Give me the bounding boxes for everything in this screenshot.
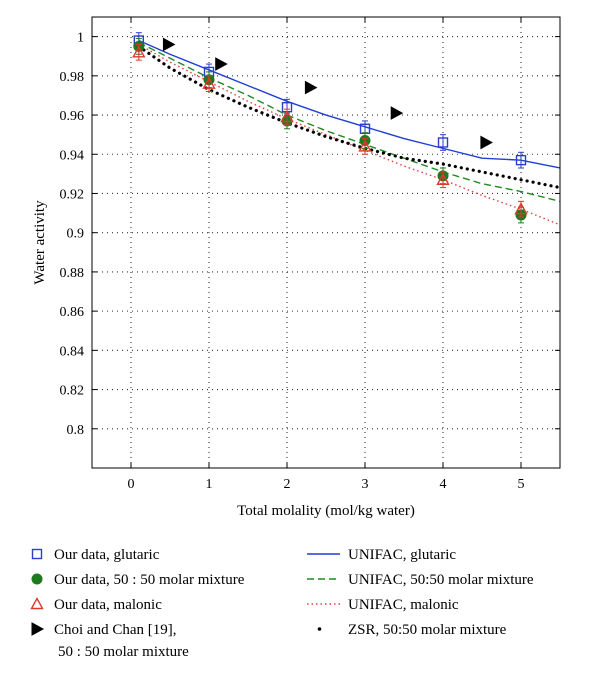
- series-line-3: [138, 43, 561, 226]
- x-tick-label: 5: [518, 477, 525, 492]
- y-tick-label: 0.8: [67, 423, 85, 438]
- legend-label: UNIFAC, glutaric: [348, 547, 456, 563]
- x-tick-label: 0: [128, 477, 135, 492]
- y-tick-label: 0.86: [60, 305, 85, 320]
- legend-marker: [31, 573, 43, 585]
- legend-swatch: [317, 627, 322, 631]
- data-point: [514, 202, 528, 215]
- data-point: [202, 76, 216, 89]
- series-line-1: [138, 39, 561, 169]
- y-tick-label: 0.88: [60, 266, 85, 281]
- data-point: [215, 57, 228, 71]
- legend-label: Our data, malonic: [54, 597, 162, 613]
- y-tick-label: 0.94: [60, 148, 85, 163]
- y-tick-label: 0.92: [60, 187, 85, 202]
- legend: Our data, glutaric Our data, 50 : 50 mola…: [30, 547, 534, 660]
- legend-label: Our data, glutaric: [54, 547, 160, 563]
- x-tick-label: 2: [284, 477, 291, 492]
- data-point: [304, 80, 318, 95]
- series-points-3: [132, 43, 528, 218]
- y-axis-label: Water activity: [32, 200, 48, 285]
- data-point: [132, 45, 146, 58]
- data-point: [162, 37, 176, 52]
- data-point: [515, 154, 527, 166]
- legend-marker: [31, 622, 45, 636]
- series-points-1: [133, 32, 527, 169]
- axis-ticks: 0 1 2 3 4 5 0.8 0.82 0.84 0.86 0.88 0.9 0.92 0.94 0.96…: [60, 17, 560, 492]
- data-point: [390, 106, 404, 120]
- data-point: [480, 135, 493, 150]
- series-points-2: [133, 38, 527, 224]
- x-tick-label: 4: [440, 477, 447, 492]
- data-point: [436, 172, 450, 185]
- y-tick-label: 0.9: [67, 227, 85, 242]
- y-tick-label: 0.98: [60, 70, 85, 85]
- x-tick-label: 1: [206, 477, 213, 492]
- grid: [92, 17, 560, 468]
- plot-area-frame: [91, 16, 561, 469]
- data-point: [358, 139, 372, 152]
- legend-label: ZSR, 50:50 molar mixture: [348, 622, 507, 638]
- legend-marker: [30, 597, 44, 610]
- y-tick-label: 1: [77, 31, 84, 46]
- legend-label: UNIFAC, 50:50 molar mixture: [348, 572, 534, 588]
- series-points-4: [162, 37, 493, 150]
- y-tick-label: 0.96: [60, 109, 85, 124]
- x-tick-label: 3: [362, 477, 369, 492]
- plot-series: [132, 32, 562, 226]
- legend-label: Choi and Chan [19],: [54, 622, 176, 638]
- legend-label-line2: 50 : 50 molar mixture: [58, 644, 189, 660]
- legend-marker: [31, 548, 43, 560]
- y-tick-label: 0.84: [60, 344, 85, 359]
- x-axis-label: Total molality (mol/kg water): [237, 503, 415, 519]
- y-tick-label: 0.82: [60, 384, 85, 399]
- data-point: [437, 137, 449, 148]
- data-point: [280, 110, 294, 123]
- legend-label: Our data, 50 : 50 molar mixture: [54, 572, 245, 588]
- series-line-2: [138, 41, 561, 203]
- legend-label: UNIFAC, malonic: [348, 597, 459, 613]
